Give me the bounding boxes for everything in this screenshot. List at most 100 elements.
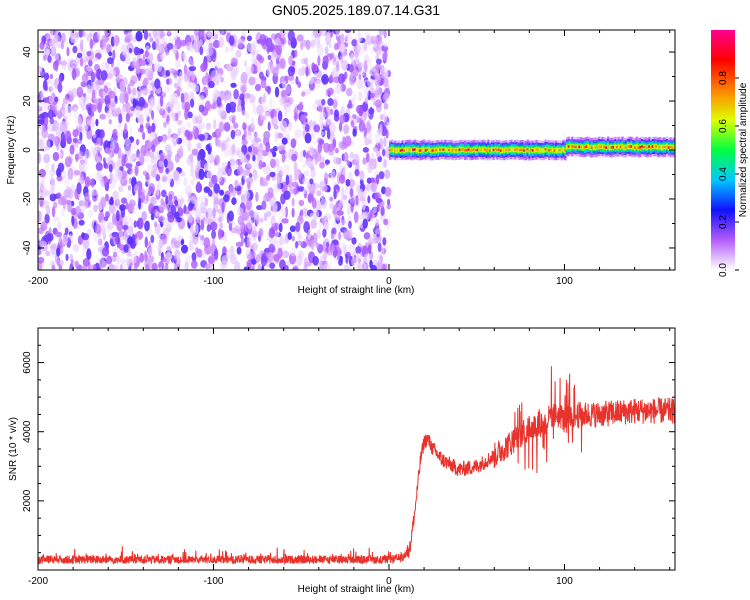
heatmap-noise-cell <box>121 215 128 225</box>
heatmap-noise-cell <box>180 244 188 254</box>
heatmap-noise-cell <box>383 92 390 101</box>
heatmap-noise-cell <box>93 204 98 213</box>
heatmap-noise-cell <box>381 71 387 79</box>
heatmap-noise-cell <box>293 187 298 195</box>
heatmap-noise-cell <box>251 49 256 57</box>
heatmap-noise-cell <box>285 174 290 186</box>
heatmap-noise-cell <box>158 204 165 211</box>
heatmap-noise-cell <box>97 168 101 178</box>
heatmap-noise-cell <box>257 263 262 270</box>
heatmap-noise-cell <box>265 141 271 153</box>
heatmap-noise-cell <box>156 102 160 113</box>
heatmap-carrier-peak <box>465 148 469 152</box>
heatmap-noise-cell <box>230 82 237 88</box>
heatmap-noise-cell <box>66 201 73 213</box>
heatmap-noise-cell <box>339 114 346 124</box>
heatmap-carrier-peak <box>553 149 556 152</box>
heatmap-noise-cell <box>208 80 215 89</box>
heatmap-noise-cell <box>225 30 233 34</box>
x-tick-label: 100 <box>556 276 573 287</box>
heatmap-carrier-peak <box>419 149 422 152</box>
heatmap-carrier-peak <box>392 148 395 152</box>
heatmap-noise-cell <box>167 214 175 223</box>
heatmap-noise-cell <box>142 131 146 140</box>
heatmap-noise-cell <box>70 36 77 44</box>
heatmap-noise-cell <box>338 174 346 184</box>
heatmap-carrier-peak <box>637 146 640 149</box>
heatmap-noise-cell <box>174 30 178 41</box>
heatmap-noise-cell <box>357 61 364 69</box>
heatmap-noise-cell <box>366 120 371 132</box>
heatmap-noise-cell <box>242 122 247 131</box>
colorbar-tick-label: 0.0 <box>718 263 729 277</box>
heatmap-noise-cell <box>345 253 349 264</box>
heatmap-noise-cell <box>180 171 186 177</box>
heatmap-noise-cell <box>147 246 155 257</box>
heatmap-noise-cell <box>307 228 312 241</box>
heatmap-noise-cell <box>49 244 57 250</box>
heatmap-noise-cell <box>217 228 222 240</box>
heatmap-noise-cell <box>57 109 61 118</box>
heatmap-noise-cell <box>343 152 349 163</box>
heatmap-carrier-peak <box>456 149 460 152</box>
heatmap-carrier-peak <box>464 149 467 152</box>
heatmap-noise-cell <box>314 36 319 47</box>
heatmap-noise-cell <box>62 97 69 105</box>
heatmap-noise-cell <box>267 54 272 61</box>
heatmap-carrier-peak <box>433 149 437 152</box>
heatmap-noise-cell <box>113 34 120 47</box>
heatmap-noise-cell <box>352 128 357 137</box>
heatmap-noise-cell <box>109 196 114 205</box>
heatmap-carrier-peak <box>431 149 435 152</box>
heatmap-noise-cell <box>148 32 152 38</box>
x-tick-label: 0 <box>386 276 392 287</box>
heatmap-noise-cell <box>261 181 269 187</box>
heatmap-noise-cell <box>252 146 259 156</box>
heatmap-carrier-peak <box>540 149 544 152</box>
heatmap-noise-cell <box>217 138 221 148</box>
heatmap-noise-cell <box>89 117 96 128</box>
heatmap-noise-cell <box>284 265 289 270</box>
heatmap-noise-cell <box>288 55 293 66</box>
heatmap-noise-cell <box>92 132 97 139</box>
heatmap-noise-cell <box>224 140 231 149</box>
heatmap-noise-cell <box>38 104 42 111</box>
heatmap-noise-cell <box>276 172 282 184</box>
heatmap-carrier-peak <box>533 148 537 152</box>
colorbar-tick-label: 0.8 <box>718 71 729 85</box>
heatmap-carrier-peak <box>408 148 412 151</box>
heatmap-noise-cell <box>62 136 66 147</box>
heatmap-carrier-peak <box>557 149 560 152</box>
heatmap-noise-cell <box>302 177 310 185</box>
heatmap-noise-cell <box>366 177 372 184</box>
heatmap-noise-cell <box>68 233 73 240</box>
heatmap-noise-cell <box>214 94 218 101</box>
heatmap-noise-cell <box>374 192 382 200</box>
heatmap-carrier-peak <box>453 149 456 152</box>
heatmap-noise-cell <box>312 256 319 266</box>
heatmap-noise-cell <box>78 219 85 226</box>
heatmap-noise-cell <box>147 138 151 149</box>
heatmap-noise-cell <box>354 169 360 177</box>
heatmap-noise-cell <box>267 251 274 263</box>
heatmap-noise-cell <box>234 179 239 189</box>
heatmap-noise-cell <box>128 47 133 54</box>
heatmap-carrier-peak <box>517 149 521 152</box>
heatmap-noise-cell <box>119 92 126 104</box>
heatmap-noise-cell <box>327 87 334 96</box>
heatmap-noise-cell <box>239 231 244 239</box>
heatmap-noise-cell <box>42 79 48 91</box>
heatmap-noise-cell <box>340 33 345 45</box>
heatmap-noise-cell <box>183 204 187 214</box>
heatmap-noise-cell <box>260 79 267 89</box>
heatmap-noise-cell <box>97 102 102 113</box>
heatmap-noise-cell <box>49 193 57 202</box>
heatmap-noise-cell <box>365 87 369 98</box>
heatmap-noise-cell <box>203 237 211 248</box>
heatmap-noise-cell <box>219 189 225 196</box>
heatmap-noise-cell <box>125 163 133 169</box>
heatmap-noise-cell <box>117 158 122 168</box>
heatmap-carrier-peak <box>571 145 574 148</box>
heatmap-noise-cell <box>56 221 62 231</box>
